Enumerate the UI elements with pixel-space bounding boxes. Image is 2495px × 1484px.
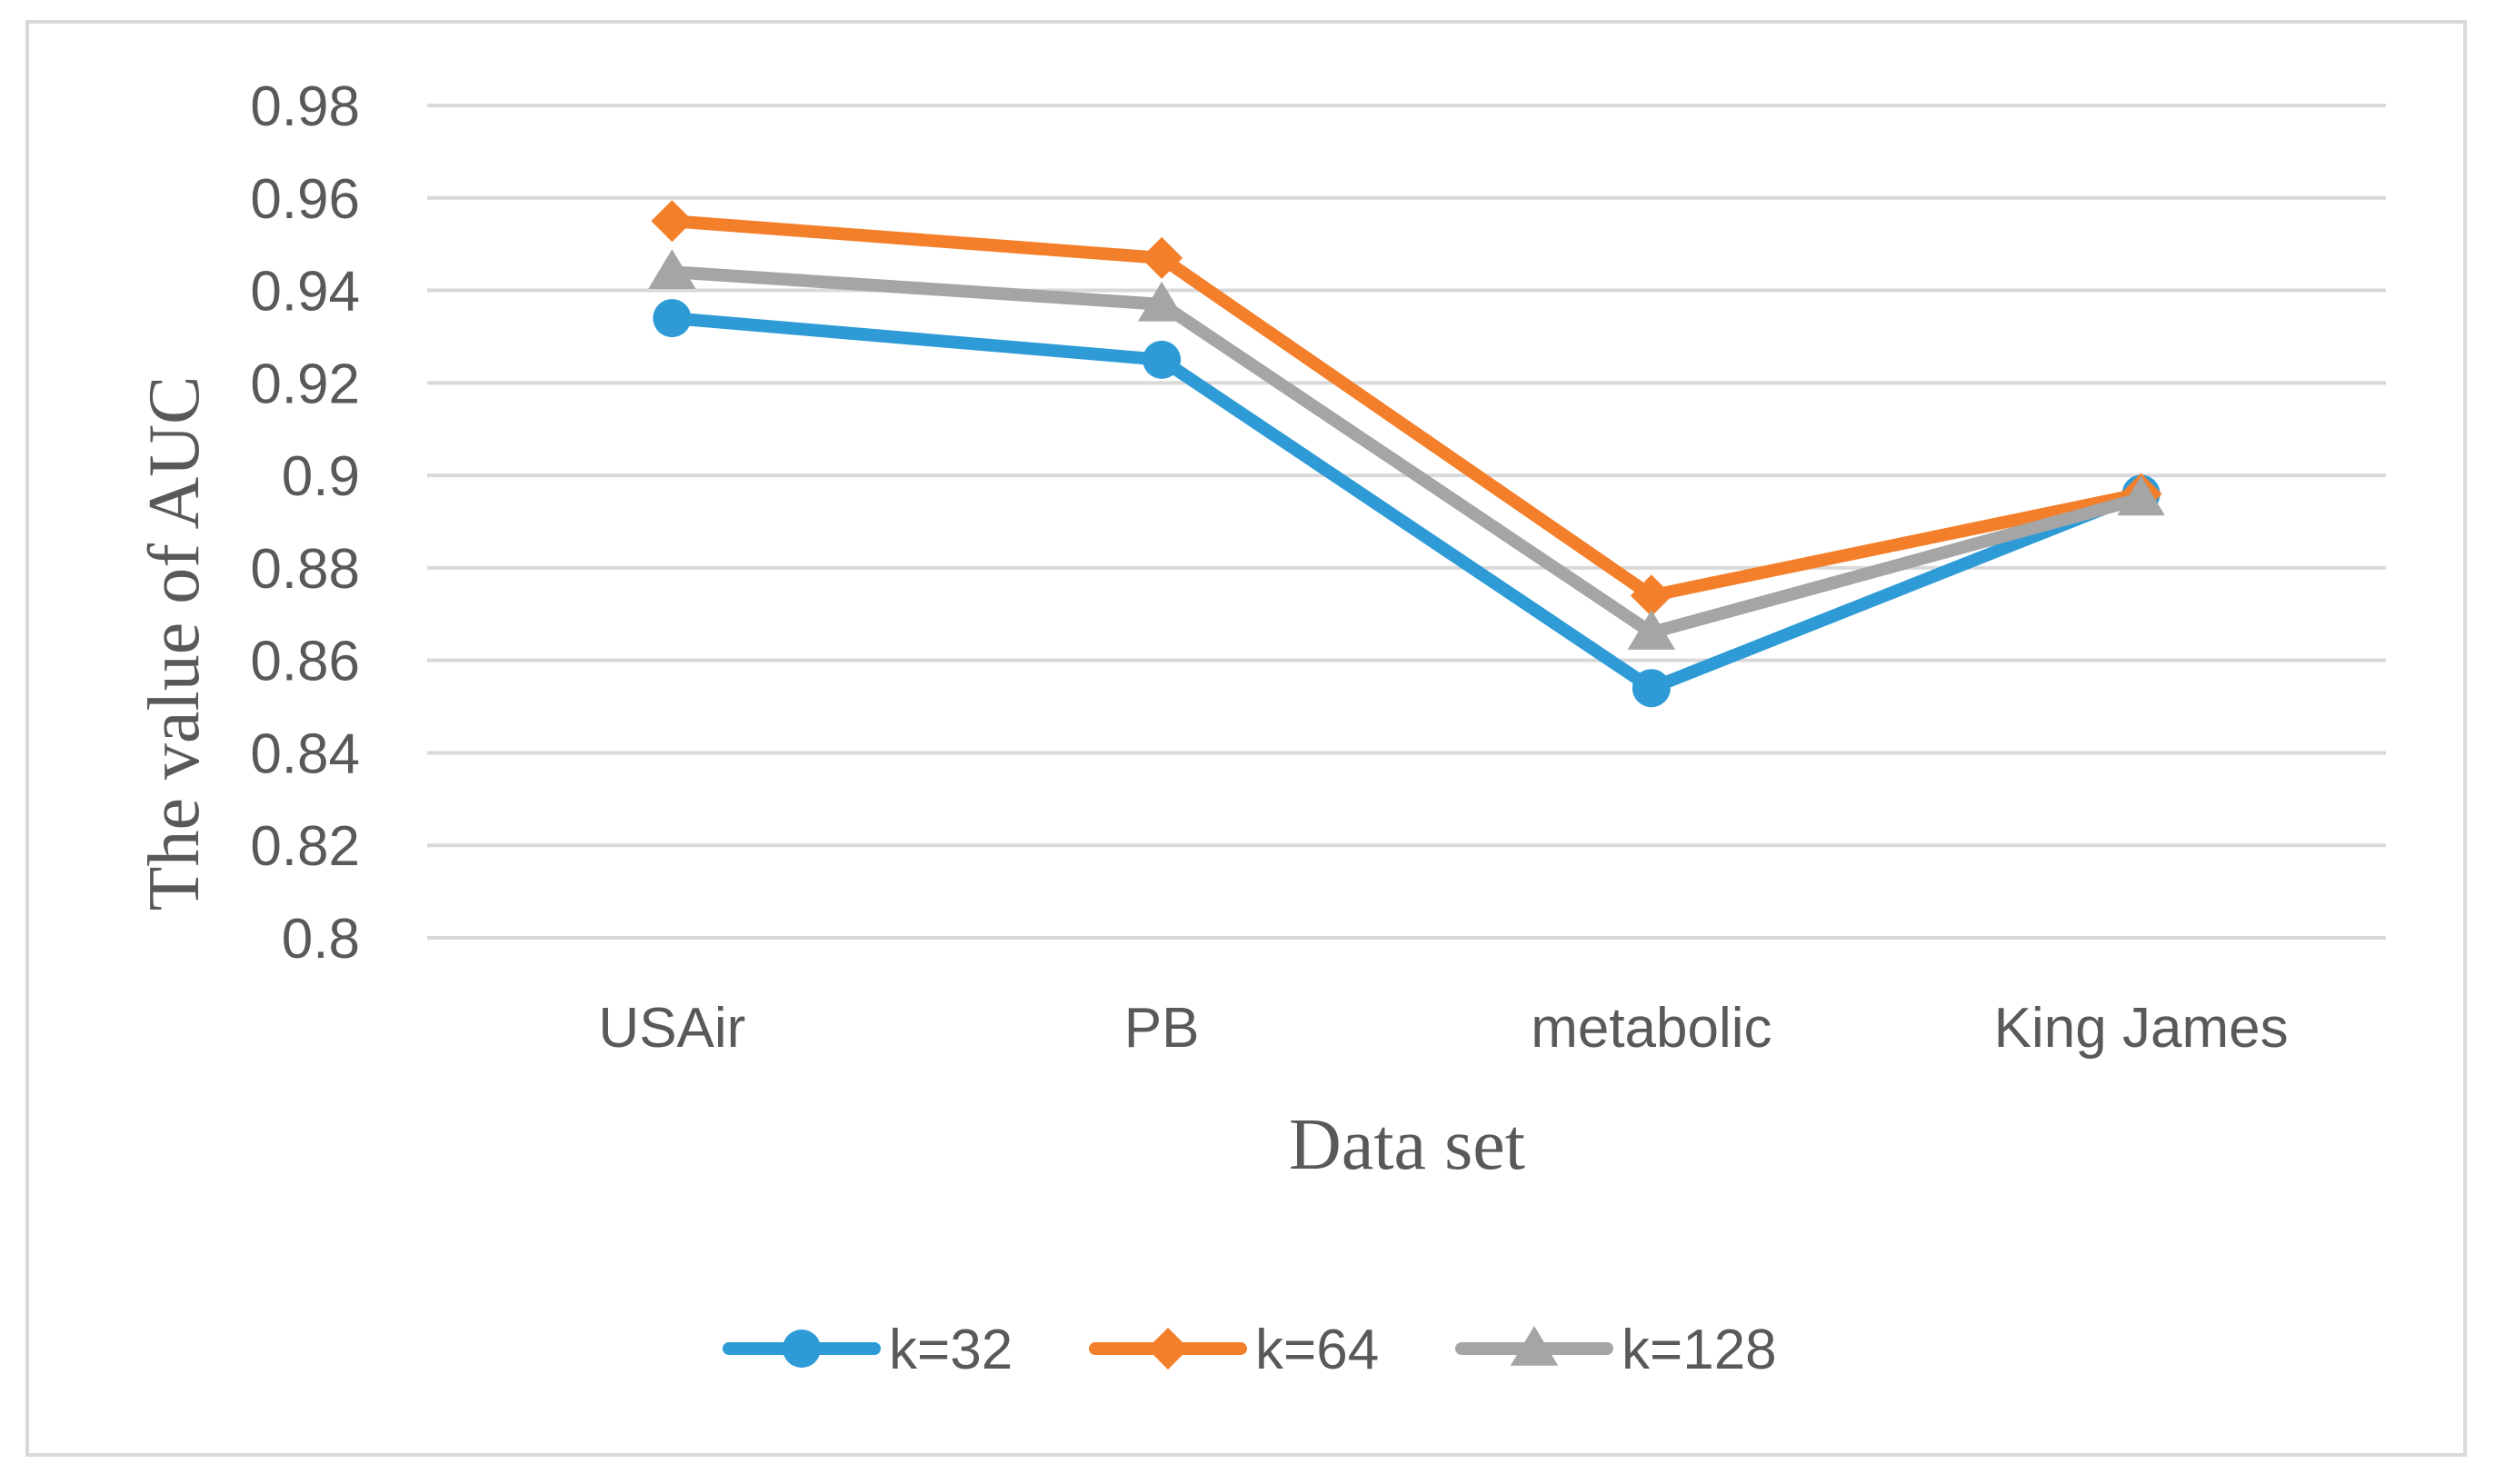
y-tick-label: 0.88 — [250, 538, 360, 601]
legend-marker — [1147, 1328, 1189, 1369]
data-point — [1141, 236, 1183, 279]
y-axis-ticks: 0.8 0.82 0.84 0.86 0.88 0.9 0.92 0.94 0.96 0.98 — [250, 75, 360, 971]
y-tick-label: 0.92 — [250, 353, 360, 415]
data-point — [1632, 669, 1671, 708]
x-axis-ticks: USAir PB metabolic King James — [598, 997, 2288, 1060]
series-k=128 — [648, 249, 2165, 650]
data-point — [2117, 475, 2165, 516]
y-tick-label: 0.86 — [250, 631, 360, 693]
x-tick-label: USAir — [598, 997, 745, 1060]
legend-label: k=128 — [1622, 1319, 1777, 1381]
x-tick-label: metabolic — [1531, 997, 1771, 1060]
series-k=32 — [653, 299, 2161, 708]
data-point — [648, 249, 696, 289]
x-tick-label: PB — [1124, 997, 1200, 1060]
data-point — [1137, 281, 1186, 322]
legend-item: k=128 — [1455, 1319, 1777, 1381]
y-tick-label: 0.98 — [250, 75, 360, 138]
y-tick-label: 0.8 — [282, 908, 360, 971]
legend-marker — [783, 1330, 821, 1368]
series-line — [665, 265, 2148, 640]
data-point — [1630, 574, 1672, 617]
x-axis-title: Data set — [1289, 1105, 1525, 1185]
y-tick-label: 0.9 — [282, 445, 360, 508]
y-tick-label: 0.82 — [250, 815, 360, 878]
series-line — [665, 214, 2148, 603]
series-line — [665, 312, 2148, 695]
series-lines — [648, 200, 2165, 708]
legend-label: k=64 — [1255, 1319, 1379, 1381]
legend-item: k=32 — [723, 1319, 1013, 1381]
data-point — [651, 200, 694, 243]
data-point — [653, 299, 692, 338]
legend-item: k=64 — [1089, 1319, 1379, 1381]
legend: k=32 k=64 k=128 — [723, 1319, 1777, 1381]
chart-frame — [25, 20, 2467, 1457]
y-tick-label: 0.96 — [250, 168, 360, 231]
legend-label: k=32 — [889, 1319, 1013, 1381]
legend-marker — [1510, 1326, 1559, 1366]
y-tick-label: 0.84 — [250, 722, 360, 785]
data-point — [1143, 340, 1182, 379]
y-axis-title: The value of AUC — [135, 376, 215, 911]
y-tick-label: 0.94 — [250, 261, 360, 324]
x-tick-label: King James — [1994, 997, 2289, 1060]
gridlines — [427, 104, 2386, 940]
data-point — [1627, 610, 1676, 650]
